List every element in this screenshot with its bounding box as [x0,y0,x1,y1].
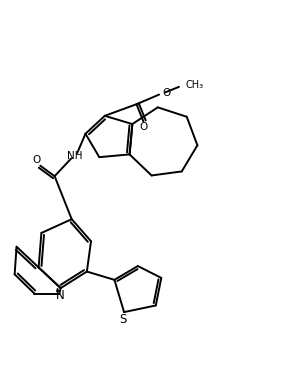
Text: O: O [33,155,41,165]
Text: N: N [56,290,64,302]
Text: O: O [140,122,148,132]
Text: S: S [119,313,126,326]
Text: CH₃: CH₃ [186,80,204,90]
Text: O: O [163,88,171,98]
Text: NH: NH [67,151,82,161]
